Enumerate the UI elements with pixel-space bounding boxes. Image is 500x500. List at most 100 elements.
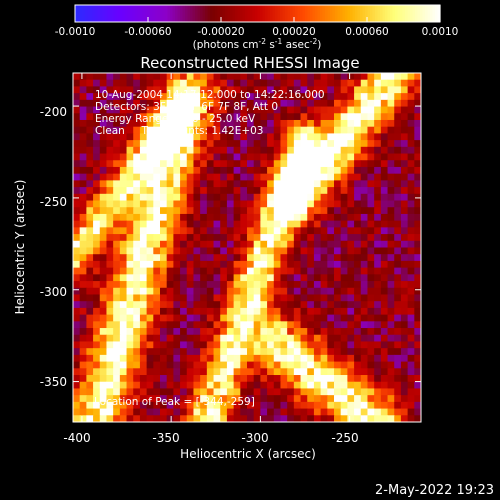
heatmap-cell	[200, 240, 208, 248]
heatmap-cell	[307, 79, 315, 87]
heatmap-cell	[360, 408, 368, 416]
heatmap-cell	[347, 287, 355, 295]
heatmap-cell	[119, 99, 128, 108]
heatmap-cell	[267, 368, 275, 376]
heatmap-cell	[374, 173, 382, 181]
heatmap-cell	[380, 281, 389, 289]
heatmap-cell	[374, 321, 382, 329]
heatmap-cell	[267, 260, 275, 269]
heatmap-cell	[193, 213, 201, 222]
colorbar-cell	[370, 5, 374, 22]
heatmap-cell	[347, 247, 355, 255]
heatmap-cell	[327, 153, 335, 161]
heatmap-cell	[374, 240, 382, 248]
colorbar-cell	[85, 5, 89, 22]
heatmap-cell	[79, 341, 87, 349]
heatmap-cell	[213, 240, 221, 248]
colorbar-cell	[145, 5, 149, 22]
heatmap-cell	[160, 260, 168, 269]
heatmap-cell	[253, 140, 261, 148]
heatmap-cell	[247, 307, 255, 316]
heatmap-cell	[287, 153, 295, 161]
heatmap-cell	[287, 314, 295, 322]
heatmap-cell	[400, 307, 409, 316]
heatmap-cell	[387, 328, 395, 336]
colorbar-cell	[175, 5, 179, 22]
heatmap-cell	[247, 348, 255, 356]
heatmap-cell	[320, 314, 328, 322]
heatmap-cell	[166, 294, 174, 302]
colorbar-cell	[222, 5, 226, 22]
heatmap-cell	[180, 240, 188, 248]
colorbar-cell	[342, 5, 346, 22]
heatmap-cell	[160, 213, 168, 222]
heatmap-cell	[253, 180, 261, 188]
heatmap-cell	[260, 415, 268, 423]
heatmap-cell	[180, 415, 188, 423]
heatmap-cell	[240, 79, 248, 87]
heatmap-cell	[86, 287, 94, 295]
heatmap-cell	[394, 354, 402, 363]
y-tick-label: -200	[40, 105, 67, 119]
heatmap-cell	[293, 93, 302, 101]
heatmap-cell	[380, 79, 389, 87]
heatmap-cell	[160, 274, 168, 282]
heatmap-cell	[307, 381, 315, 389]
heatmap-cell	[200, 227, 208, 235]
heatmap-cell	[387, 227, 395, 235]
heatmap-cell	[354, 106, 362, 114]
heatmap-cell	[113, 227, 121, 235]
heatmap-cell	[273, 328, 281, 336]
heatmap-cell	[200, 247, 208, 255]
heatmap-cell	[260, 321, 268, 329]
heatmap-cell	[313, 321, 322, 329]
heatmap-cell	[186, 408, 194, 416]
heatmap-cell	[126, 287, 134, 295]
heatmap-cell	[313, 126, 322, 134]
heatmap-cell	[240, 314, 248, 322]
heatmap-cell	[354, 254, 362, 262]
colorbar-cell	[227, 5, 231, 22]
heatmap-cell	[153, 287, 161, 295]
heatmap-cell	[367, 334, 375, 342]
heatmap-cell	[380, 227, 389, 235]
heatmap-cell	[367, 314, 375, 322]
heatmap-cell	[394, 99, 402, 108]
heatmap-cell	[220, 307, 228, 316]
heatmap-cell	[160, 388, 168, 396]
heatmap-cell	[146, 146, 154, 155]
heatmap-cell	[166, 119, 174, 128]
heatmap-cell	[226, 307, 235, 316]
heatmap-cell	[360, 260, 368, 269]
heatmap-cell	[139, 354, 148, 363]
colorbar-cell	[277, 5, 281, 22]
heatmap-cell	[260, 126, 268, 134]
heatmap-cell	[119, 207, 128, 215]
heatmap-cell	[213, 294, 221, 302]
heatmap-cell	[73, 381, 81, 389]
heatmap-cell	[327, 267, 335, 275]
heatmap-cell	[220, 368, 228, 376]
heatmap-cell	[273, 314, 281, 322]
heatmap-cell	[273, 93, 281, 101]
heatmap-cell	[206, 133, 215, 141]
heatmap-cell	[247, 213, 255, 222]
heatmap-cell	[166, 73, 174, 81]
heatmap-cell	[73, 106, 81, 114]
heatmap-cell	[240, 133, 248, 141]
colorbar-cell	[250, 5, 254, 22]
heatmap-cell	[374, 415, 382, 423]
heatmap-cell	[334, 381, 342, 389]
heatmap-cell	[193, 140, 201, 148]
heatmap-cell	[267, 73, 275, 81]
heatmap-cell	[193, 146, 201, 155]
heatmap-cell	[233, 173, 241, 181]
heatmap-cell	[367, 368, 375, 376]
heatmap-cell	[119, 321, 128, 329]
heatmap-cell	[206, 368, 215, 376]
colorbar-cell	[167, 5, 171, 22]
heatmap-cell	[327, 301, 335, 309]
heatmap-cell	[226, 314, 235, 322]
heatmap-cell	[73, 321, 81, 329]
heatmap-cell	[253, 341, 261, 349]
